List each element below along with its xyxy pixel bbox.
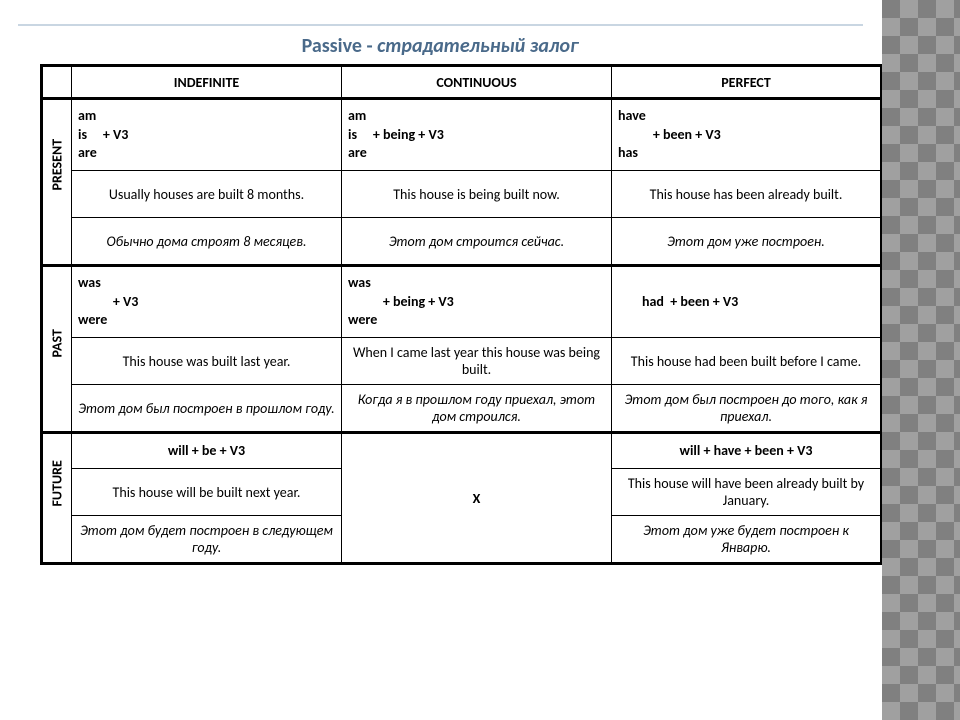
col-continuous: CONTINUOUS (342, 66, 612, 99)
title-sep: - (362, 34, 377, 58)
future-indef-trans: Этот дом будет построен в следующем году… (72, 516, 342, 564)
past-perf-example: This house had been built before I came. (612, 338, 882, 385)
past-example-row: This house was built last year. When I c… (42, 338, 882, 385)
slide: Passive - страдательный залог INDEFINITE… (0, 0, 960, 720)
title-main: Passive (302, 34, 362, 58)
future-formula-row: FUTURE will + be + V3 X will + have + be… (42, 433, 882, 469)
present-cont-example: This house is being built now. (342, 171, 612, 218)
future-perf-trans: Этот дом уже будет построен к Январю. (612, 516, 882, 564)
past-indef-example: This house was built last year. (72, 338, 342, 385)
future-cont-x: X (342, 433, 612, 564)
present-example-row: Usually houses are built 8 months. This … (42, 171, 882, 218)
present-trans-row: Обычно дома строят 8 месяцев. Этот дом с… (42, 218, 882, 266)
present-cont-trans: Этот дом строится сейчас. (342, 218, 612, 266)
table-header-row: INDEFINITE CONTINUOUS PERFECT (42, 66, 882, 99)
present-formula-row: PRESENT am is + V3 are am is + being + V… (42, 99, 882, 171)
past-perf-trans: Этот дом был построен до того, как я при… (612, 385, 882, 433)
decorative-sidebar (882, 0, 960, 720)
past-formula-row: PAST was + V3 were was + being + V3 were… (42, 266, 882, 338)
title-sub: страдательный залог (377, 34, 578, 58)
col-indefinite: INDEFINITE (72, 66, 342, 99)
future-perf-example: This house will have been already built … (612, 469, 882, 516)
future-perf-formula: will + have + been + V3 (612, 433, 882, 469)
tense-present-label: PRESENT (49, 174, 66, 190)
past-indef-trans: Этот дом был построен в прошлом году. (72, 385, 342, 433)
present-perf-trans: Этот дом уже построен. (612, 218, 882, 266)
future-indef-example: This house will be built next year. (72, 469, 342, 516)
tense-present: PRESENT (42, 99, 72, 266)
page-title: Passive - страдательный залог (0, 34, 880, 58)
grammar-table: INDEFINITE CONTINUOUS PERFECT PRESENT am… (40, 64, 880, 565)
future-indef-formula: will + be + V3 (72, 433, 342, 469)
past-cont-trans: Когда я в прошлом году приехал, этот дом… (342, 385, 612, 433)
present-indef-trans: Обычно дома строят 8 месяцев. (72, 218, 342, 266)
present-indef-example: Usually houses are built 8 months. (72, 171, 342, 218)
past-perf-formula: had + been + V3 (612, 266, 882, 338)
tense-future: FUTURE (42, 433, 72, 564)
tense-past: PAST (42, 266, 72, 433)
past-cont-formula: was + being + V3 were (342, 266, 612, 338)
top-rule (18, 24, 863, 26)
past-trans-row: Этот дом был построен в прошлом году. Ко… (42, 385, 882, 433)
table: INDEFINITE CONTINUOUS PERFECT PRESENT am… (40, 64, 883, 565)
col-perfect: PERFECT (612, 66, 882, 99)
past-indef-formula: was + V3 were (72, 266, 342, 338)
present-indef-formula: am is + V3 are (72, 99, 342, 171)
tense-past-label: PAST (49, 341, 66, 357)
past-cont-example: When I came last year this house was bei… (342, 338, 612, 385)
corner-cell (42, 66, 72, 99)
present-perf-formula: have + been + V3 has (612, 99, 882, 171)
present-perf-example: This house has been already built. (612, 171, 882, 218)
tense-future-label: FUTURE (49, 490, 66, 506)
present-cont-formula: am is + being + V3 are (342, 99, 612, 171)
